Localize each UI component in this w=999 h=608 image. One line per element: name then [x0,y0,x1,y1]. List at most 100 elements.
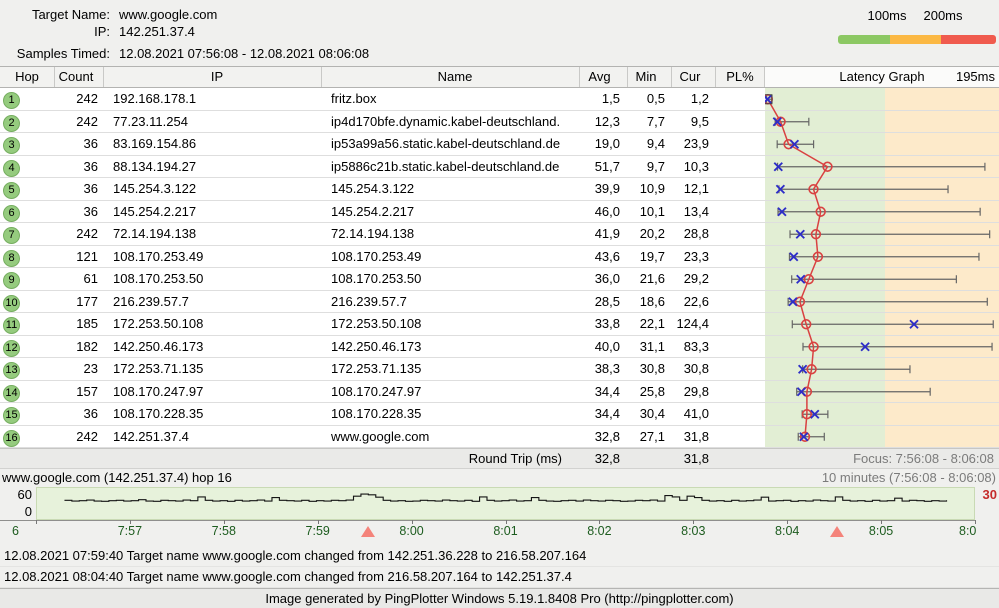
event-marker-icon[interactable] [830,526,844,537]
latency-cell[interactable] [765,425,999,447]
name-cell: 108.170.228.35 [331,406,422,421]
table-row[interactable]: 13 23 172.253.71.135 172.253.71.135 38,3 30,8… [0,358,999,381]
latency-cell[interactable] [765,133,999,155]
table-row[interactable]: 2 242 77.23.11.254 ip4d170bfe.dynamic.kabel… [0,110,999,133]
table-row[interactable]: 12 182 142.250.46.173 142.250.46.173 40,0 31,… [0,335,999,358]
pl-cell [716,426,765,448]
latency-cell[interactable] [765,290,999,312]
latency-cell[interactable] [765,200,999,222]
column-header-cur[interactable]: Cur [672,67,716,87]
table-row[interactable]: 8 121 108.170.253.49 108.170.253.49 43,6 19,7… [0,245,999,268]
ip-cell: 145.254.2.217 [113,203,197,219]
table-row[interactable]: 9 61 108.170.253.50 108.170.253.50 36,0 21,6 2… [0,268,999,291]
latency-cell[interactable] [765,380,999,402]
hop-cell: 8 [0,246,55,268]
ip-label: IP: [94,24,110,39]
column-header-ip[interactable]: IP [104,67,322,87]
avg-cell: 40,0 [594,338,620,354]
count-cell: 36 [83,181,98,196]
table-row[interactable]: 3 36 83.169.154.86 ip53a99a56.static.kabel-… [0,133,999,156]
table-row[interactable]: 14 157 108.170.247.97 108.170.247.97 34,4 25,… [0,380,999,403]
min-cell: 10,1 [639,203,665,219]
avg-cell: 12,3 [594,113,620,129]
name-cell: ip5886c21b.static.kabel-deutschland.de [331,158,560,174]
hop-cell: 13 [0,358,55,380]
table-row[interactable]: 6 36 145.254.2.217 145.254.2.217 46,0 10,1 13,… [0,200,999,223]
timeline-x-tick-label: 6 [12,524,19,538]
min-cell: 27,1 [639,428,665,444]
latency-cell[interactable] [765,358,999,380]
latency-cell[interactable] [765,245,999,267]
pl-cell [716,223,765,245]
latency-cell[interactable] [765,110,999,132]
timeline-x-tick [787,520,789,524]
table-row[interactable]: 4 36 88.134.194.27 ip5886c21b.static.kabel-… [0,155,999,178]
latency-cell[interactable] [765,155,999,177]
column-header-pl[interactable]: PL% [716,67,765,87]
pl-cell [716,358,765,380]
timeline-x-tick-label: 7:58 [211,524,236,538]
hop-cell: 15 [0,403,55,425]
name-cell: ip4d170bfe.dynamic.kabel-deutschland. [331,113,561,129]
min-cell: 30,4 [639,406,665,421]
avg-cell: 46,0 [594,203,620,219]
avg-cell: 34,4 [594,383,620,399]
table-row[interactable]: 10 177 216.239.57.7 216.239.57.7 28,5 18,6 22,… [0,290,999,313]
legend-100ms-label: 100ms [867,8,907,23]
event-marker-icon[interactable] [360,526,375,537]
column-header-latency-graph[interactable]: Latency Graph 195ms [765,67,999,87]
count-cell: 242 [76,428,98,444]
count-cell: 242 [76,113,98,129]
event-log-entry: 12.08.2021 07:59:40 Target name www.goog… [0,546,999,567]
min-cell: 20,2 [639,226,665,241]
avg-cell: 33,8 [594,316,620,331]
cur-cell: 12,1 [683,181,709,196]
column-header-hop[interactable]: Hop [0,67,55,87]
table-row[interactable]: 15 36 108.170.228.35 108.170.228.35 34,4 30,4… [0,403,999,426]
timeline-x-tick-label: 8:04 [775,524,800,538]
latency-cell[interactable] [765,88,999,110]
name-cell: 108.170.253.49 [331,248,422,264]
ip-cell: 108.170.253.50 [113,271,204,286]
latency-cell[interactable] [765,178,999,200]
legend-red-segment [941,35,996,44]
cur-cell: 23,9 [683,136,709,151]
latency-cell[interactable] [765,403,999,425]
timeline-plot[interactable] [36,487,975,520]
latency-scale-label: 195ms [955,69,995,84]
latency-cell[interactable] [765,313,999,335]
timeline-x-axis [0,520,975,521]
hop-number-badge: 3 [3,137,20,154]
latency-cell[interactable] [765,268,999,290]
pl-cell [716,246,765,268]
pl-cell [716,336,765,358]
count-cell: 23 [83,361,98,376]
pl-cell [716,133,765,155]
table-row[interactable]: 16 242 142.251.37.4 www.google.com 32,8 27,1 3… [0,425,999,448]
timeline-x-tick-label: 8:05 [868,524,894,538]
round-trip-cur: 31,8 [683,451,709,466]
hop-number-badge: 8 [3,249,20,267]
name-cell: 145.254.2.217 [331,203,415,219]
ip-cell: 108.170.253.49 [113,248,204,264]
event-log-entry: 12.08.2021 08:04:40 Target name www.goog… [0,567,999,588]
timeline-y-zero-label: 0 [24,504,32,519]
table-row[interactable]: 1 242 192.168.178.1 fritz.box 1,5 0,5 1,2 [0,88,999,111]
column-header-name[interactable]: Name [322,67,580,87]
table-row[interactable]: 5 36 145.254.3.122 145.254.3.122 39,9 10,9 12,… [0,178,999,201]
min-cell: 10,9 [639,181,665,196]
hop-number-badge: 15 [3,407,20,424]
cur-cell: 83,3 [683,338,709,354]
latency-cell[interactable] [765,335,999,357]
timeline-x-tick [693,520,695,524]
column-header-min[interactable]: Min [628,67,672,87]
column-header-avg[interactable]: Avg [580,67,628,87]
target-name-label: Target Name: [31,7,110,22]
hop-cell: 11 [0,313,55,335]
column-header-count[interactable]: Count [55,67,104,87]
cur-cell: 31,8 [683,428,709,444]
latency-cell[interactable] [765,223,999,245]
timeline-x-tick [36,520,37,524]
table-row[interactable]: 11 185 172.253.50.108 172.253.50.108 33,8 22,… [0,313,999,336]
table-row[interactable]: 7 242 72.14.194.138 72.14.194.138 41,9 20,2 28… [0,223,999,246]
